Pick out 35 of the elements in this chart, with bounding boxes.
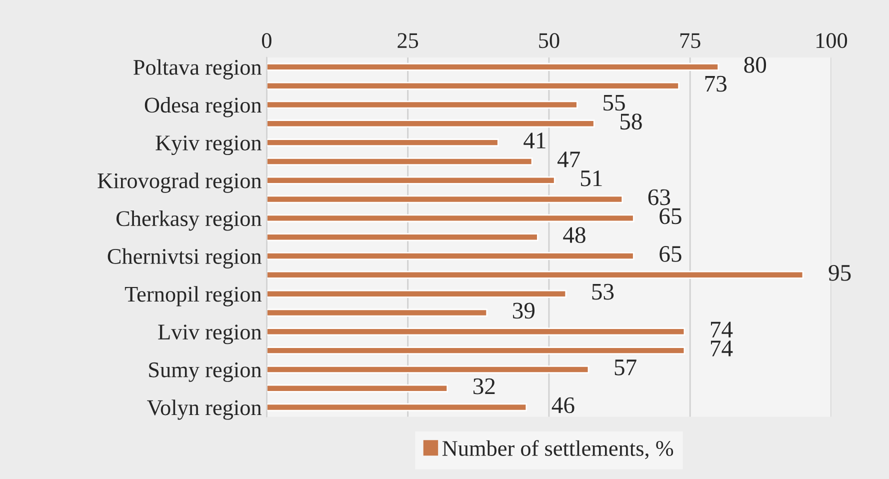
- data-label: 48: [563, 227, 586, 244]
- x-tick-label: 75: [680, 33, 700, 48]
- data-label: 58: [620, 114, 642, 130]
- data-label: 55: [604, 94, 625, 111]
- y-tick-label: Odesa region: [144, 97, 262, 118]
- data-label: 80: [744, 56, 766, 73]
- x-tick-label: 50: [539, 33, 560, 48]
- data-label: 65: [660, 246, 682, 262]
- data-label: 47: [557, 152, 580, 168]
- data-label: 32: [473, 378, 495, 394]
- x-tick-label: 0: [262, 33, 272, 48]
- data-label: 46: [552, 397, 574, 414]
- data-label: 41: [524, 132, 546, 148]
- data-label: 53: [592, 284, 614, 300]
- data-label: 63: [648, 189, 670, 206]
- y-tick-label: Volyn region: [147, 400, 262, 420]
- data-label: 74: [711, 322, 733, 338]
- data-label: 95: [828, 264, 851, 281]
- y-tick-label: Poltava region: [133, 59, 262, 80]
- data-label: 51: [580, 170, 602, 186]
- y-tick-label: Kirovograd region: [98, 172, 262, 193]
- y-tick-label: Kyiv region: [156, 136, 262, 156]
- y-tick-label: Ternopil region: [124, 286, 262, 306]
- legend-label: Number of settlements, %: [442, 440, 674, 460]
- data-label: 57: [614, 360, 636, 376]
- y-tick-label: Cherkasy region: [116, 210, 262, 231]
- data-label: 74: [711, 340, 733, 356]
- x-tick-label: 25: [398, 33, 418, 48]
- y-tick-label: Lviv region: [158, 324, 262, 344]
- y-tick-label: Chernivtsi region: [108, 248, 262, 269]
- x-tick-label: 100: [816, 33, 848, 48]
- data-label: 73: [705, 76, 726, 92]
- data-label: 39: [512, 302, 535, 319]
- y-tick-label: Sumy region: [149, 362, 262, 382]
- data-label: 65: [660, 208, 682, 224]
